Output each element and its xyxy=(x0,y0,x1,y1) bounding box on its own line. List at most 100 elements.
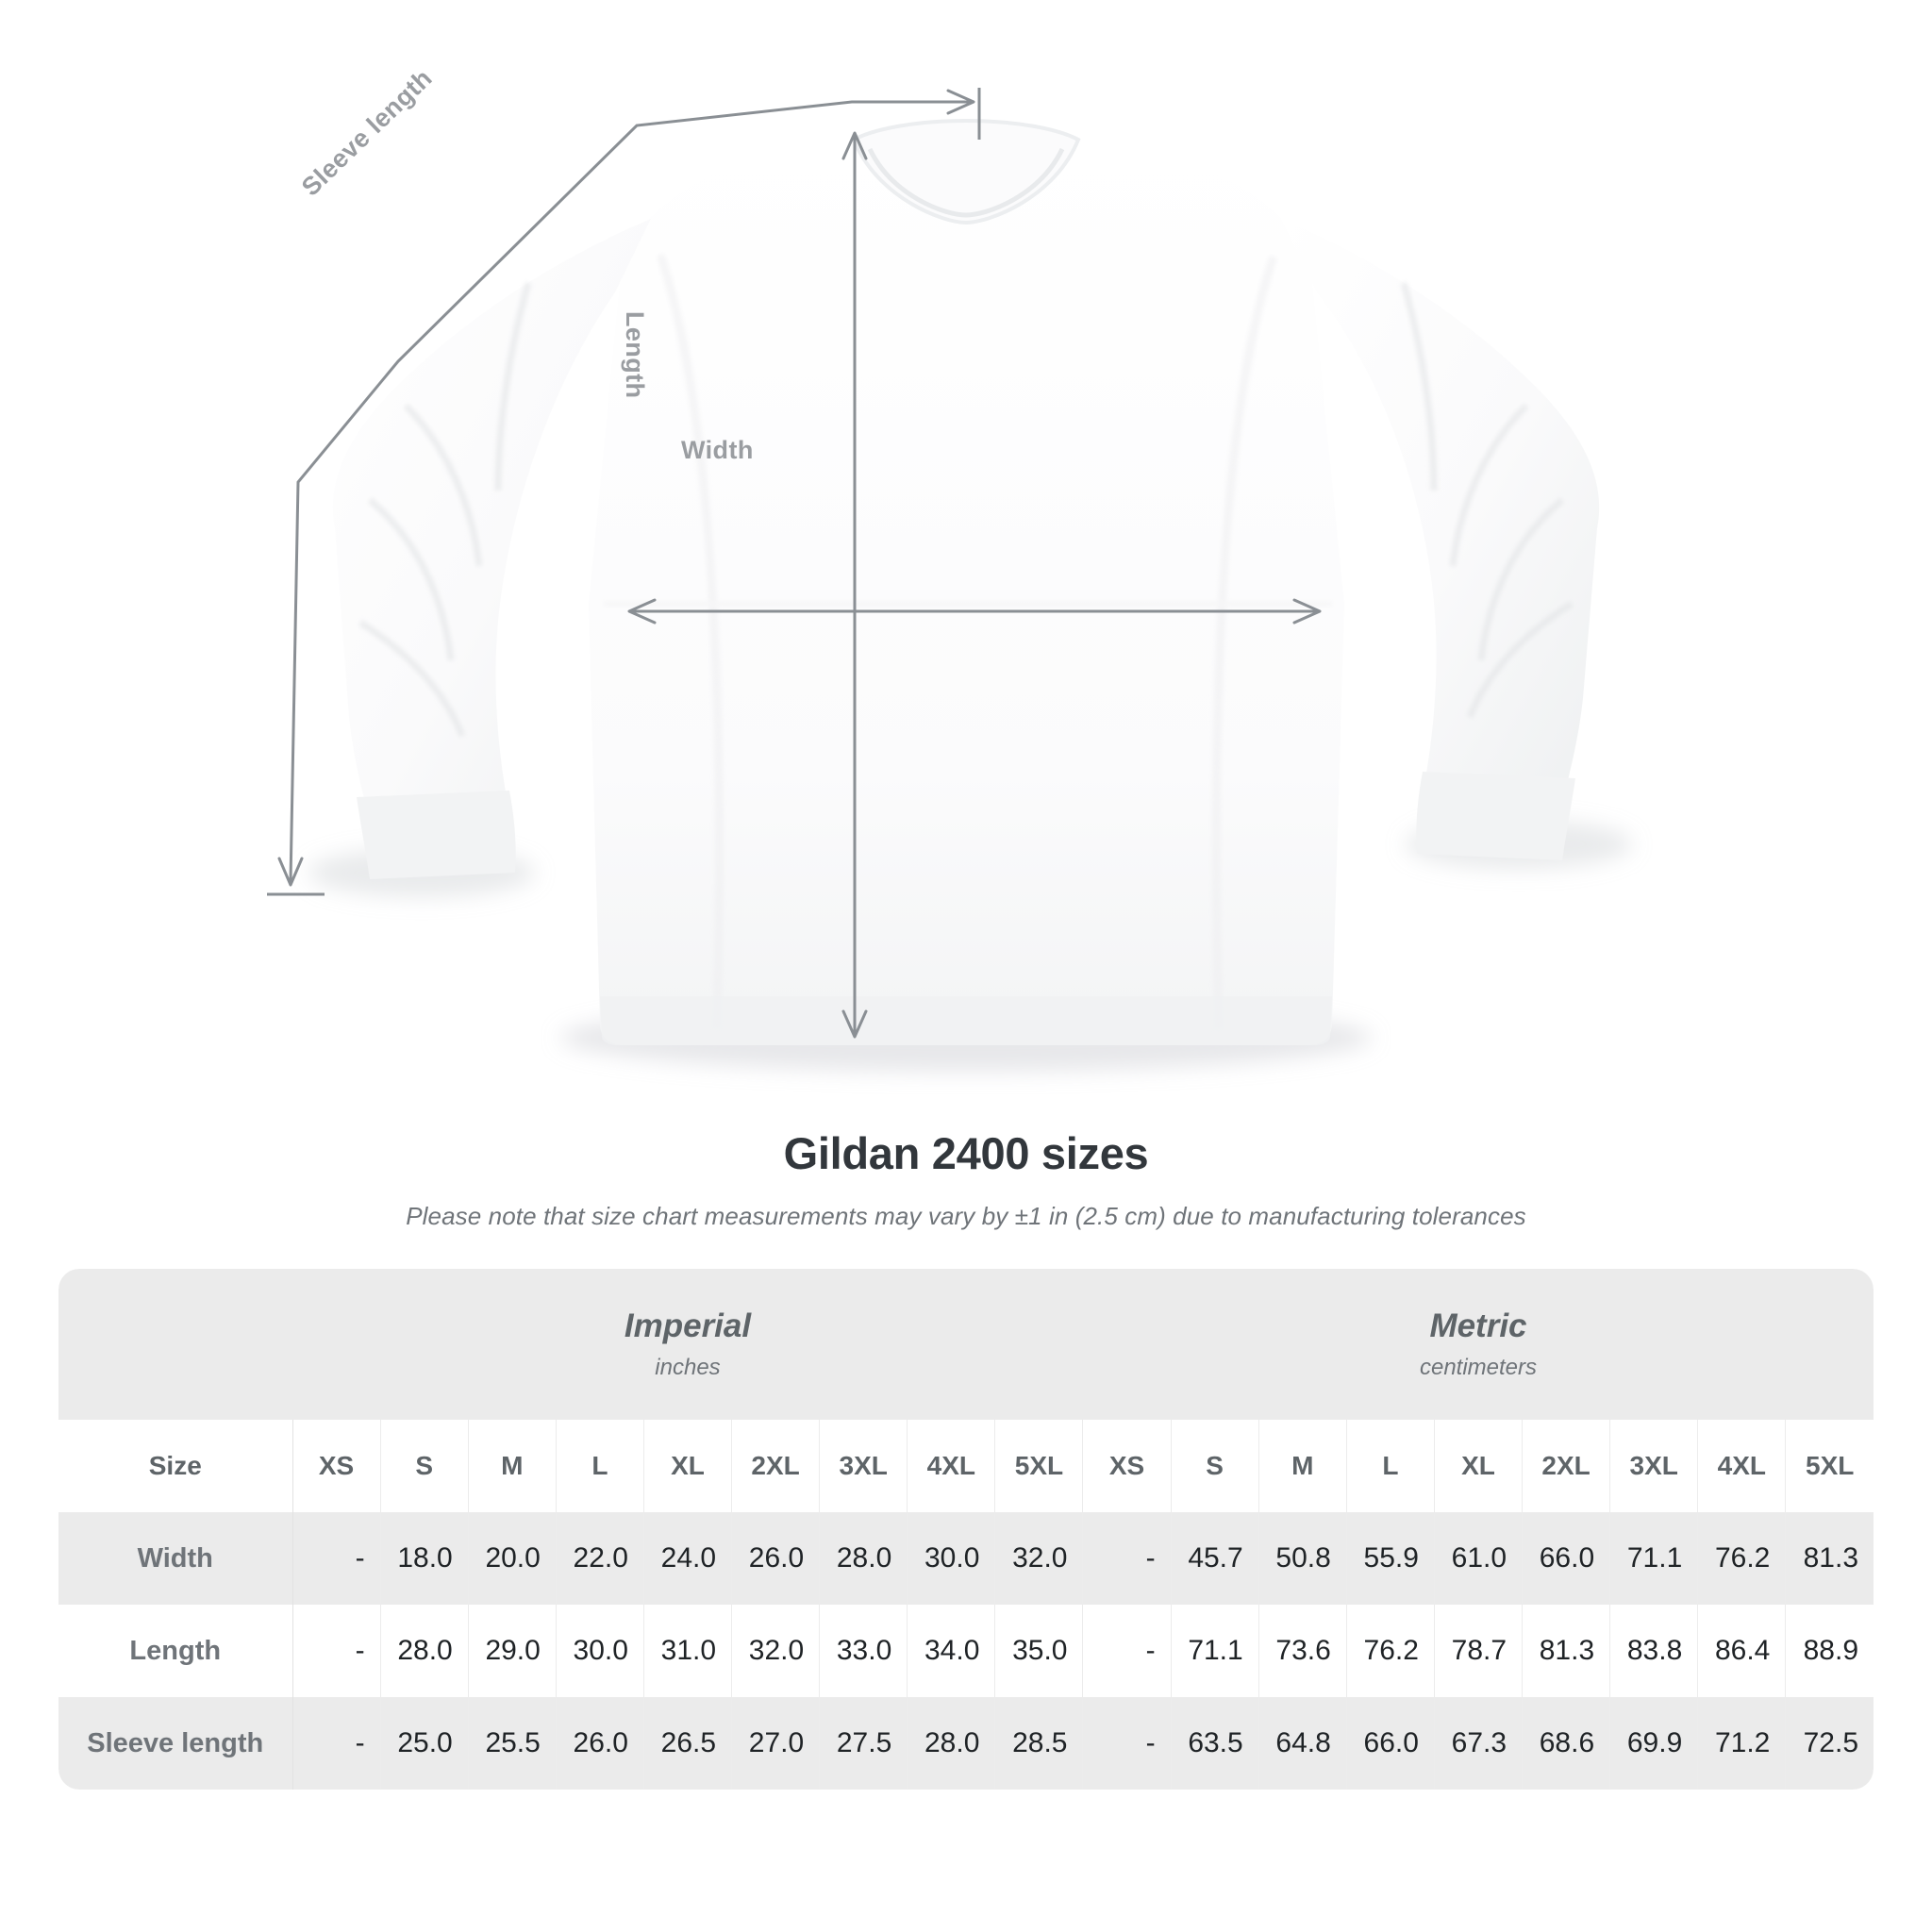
measurement-cell: 26.0 xyxy=(731,1512,821,1605)
measurement-cell: 30.0 xyxy=(907,1512,996,1605)
measurement-cell: 88.9 xyxy=(1785,1605,1874,1697)
measurement-cell: 61.0 xyxy=(1434,1512,1524,1605)
measurement-cell: 27.0 xyxy=(731,1697,821,1790)
length-arrow-top xyxy=(841,131,868,160)
size-header-cell: 5XL xyxy=(994,1420,1084,1512)
garment-svg xyxy=(267,88,1632,1072)
measurement-cell: 31.0 xyxy=(643,1605,733,1697)
table-unit-header-row: Imperial inches Metric centimeters xyxy=(58,1269,1874,1420)
title-block: Gildan 2400 sizes Please note that size … xyxy=(0,1127,1932,1231)
measurement-cell: - xyxy=(1082,1512,1172,1605)
unit-name: Imperial xyxy=(624,1307,752,1344)
measurement-lines xyxy=(267,88,1322,1039)
measurement-cell: 28.0 xyxy=(907,1697,996,1790)
size-chart-table-container: Imperial inches Metric centimeters Size XS S M L… xyxy=(58,1269,1874,1790)
width-arrow-right xyxy=(1292,598,1322,625)
measurement-cell: 55.9 xyxy=(1346,1512,1435,1605)
sleeve-length-arrow-top xyxy=(946,89,975,115)
size-header-cell: S xyxy=(1171,1420,1259,1512)
length-annotation-label: Length xyxy=(621,311,649,399)
fabric-shading xyxy=(604,253,1332,1029)
size-header-cell: XS xyxy=(292,1420,381,1512)
measurement-cell: 71.2 xyxy=(1697,1697,1787,1790)
size-header-cell: L xyxy=(556,1420,644,1512)
size-header-cell: 5XL xyxy=(1785,1420,1874,1512)
measurement-cell: - xyxy=(292,1697,381,1790)
size-header-cell: M xyxy=(468,1420,557,1512)
size-header-cell: 2XL xyxy=(731,1420,821,1512)
measurement-cell: 35.0 xyxy=(994,1605,1084,1697)
unit-name: Metric xyxy=(1429,1307,1527,1344)
measurement-cell: 32.0 xyxy=(994,1512,1084,1605)
measurement-cell: 25.5 xyxy=(468,1697,557,1790)
collar xyxy=(851,118,1081,225)
size-header-cell: S xyxy=(380,1420,469,1512)
measurement-cell: 28.5 xyxy=(994,1697,1084,1790)
measurement-cell: 30.0 xyxy=(556,1605,644,1697)
hem xyxy=(600,996,1332,1045)
size-header-cell: XS xyxy=(1082,1420,1172,1512)
unit-header-metric: Metric centimeters xyxy=(1082,1269,1874,1420)
table-row: Width -18.0 20.0 22.0 24.0 26.0 28.0 30.0 32.0-4… xyxy=(58,1512,1874,1605)
measurement-cell: 71.1 xyxy=(1609,1512,1699,1605)
length-arrow-bottom xyxy=(841,1009,868,1039)
size-header-cell: XL xyxy=(1434,1420,1524,1512)
size-header-cell: 3XL xyxy=(819,1420,908,1512)
width-arrow-left xyxy=(627,598,657,625)
measurement-cell: 64.8 xyxy=(1258,1697,1347,1790)
measurement-cell: 33.0 xyxy=(819,1605,908,1697)
width-annotation-label: Width xyxy=(681,436,754,464)
garment-illustration: Sleeve length Length Width xyxy=(267,63,1632,1072)
measurement-cell: 81.3 xyxy=(1522,1605,1611,1697)
measurement-cell: 63.5 xyxy=(1171,1697,1259,1790)
table-size-header-row: Size XS S M L XL 2XL 3XL 4XL 5XL XS S M L XL 2XL 3XL 4XL 5… xyxy=(58,1420,1874,1512)
row-header-sleeve-length: Sleeve length xyxy=(58,1697,293,1790)
measurement-cell: 29.0 xyxy=(468,1605,557,1697)
measurement-cell: 73.6 xyxy=(1258,1605,1347,1697)
measurement-cell: 50.8 xyxy=(1258,1512,1347,1605)
measurement-cell: 83.8 xyxy=(1609,1605,1699,1697)
measurement-cell: 66.0 xyxy=(1346,1697,1435,1790)
table-row: Sleeve length -25.0 25.5 26.0 26.5 27.0 27.5 28… xyxy=(58,1697,1874,1790)
measurement-cell: 28.0 xyxy=(380,1605,469,1697)
size-header-cell: 4XL xyxy=(907,1420,996,1512)
page-title: Gildan 2400 sizes xyxy=(783,1128,1149,1178)
page-subtitle: Please note that size chart measurements… xyxy=(406,1202,1526,1230)
measurement-cell: 26.5 xyxy=(643,1697,733,1790)
measurement-cell: 71.1 xyxy=(1171,1605,1259,1697)
unit-header-spacer xyxy=(58,1269,292,1420)
size-column-header: Size xyxy=(58,1420,293,1512)
measurement-cell: - xyxy=(292,1512,381,1605)
sleeve-length-line xyxy=(289,100,972,883)
left-sleeve xyxy=(332,219,651,879)
size-header-cell: XL xyxy=(643,1420,733,1512)
size-header-cell: 4XL xyxy=(1697,1420,1787,1512)
size-header-cell: L xyxy=(1346,1420,1435,1512)
right-sleeve xyxy=(1281,219,1600,860)
measurement-cell: 25.0 xyxy=(380,1697,469,1790)
measurement-cell: 76.2 xyxy=(1346,1605,1435,1697)
measurement-cell: 32.0 xyxy=(731,1605,821,1697)
measurement-cell: 27.5 xyxy=(819,1697,908,1790)
measurement-cell: 20.0 xyxy=(468,1512,557,1605)
size-header-cell: 2XL xyxy=(1522,1420,1611,1512)
size-chart-table: Imperial inches Metric centimeters Size XS S M L… xyxy=(58,1269,1874,1790)
size-header-cell: 3XL xyxy=(1609,1420,1699,1512)
measurement-cell: 72.5 xyxy=(1785,1697,1874,1790)
measurement-cell: 86.4 xyxy=(1697,1605,1787,1697)
measurement-cell: 18.0 xyxy=(380,1512,469,1605)
measurement-cell: 34.0 xyxy=(907,1605,996,1697)
sleeve-length-arrow-bottom xyxy=(277,857,304,887)
unit-subtitle: centimeters xyxy=(1419,1355,1538,1381)
measurement-cell: 69.9 xyxy=(1609,1697,1699,1790)
measurement-cell: 78.7 xyxy=(1434,1605,1524,1697)
shirt-body xyxy=(589,135,1344,1045)
measurement-cell: - xyxy=(1082,1697,1172,1790)
row-header-width: Width xyxy=(58,1512,293,1605)
measurement-cell: 28.0 xyxy=(819,1512,908,1605)
measurement-cell: 67.3 xyxy=(1434,1697,1524,1790)
measurement-cell: 66.0 xyxy=(1522,1512,1611,1605)
unit-subtitle: inches xyxy=(655,1355,721,1381)
measurement-cell: 22.0 xyxy=(556,1512,644,1605)
